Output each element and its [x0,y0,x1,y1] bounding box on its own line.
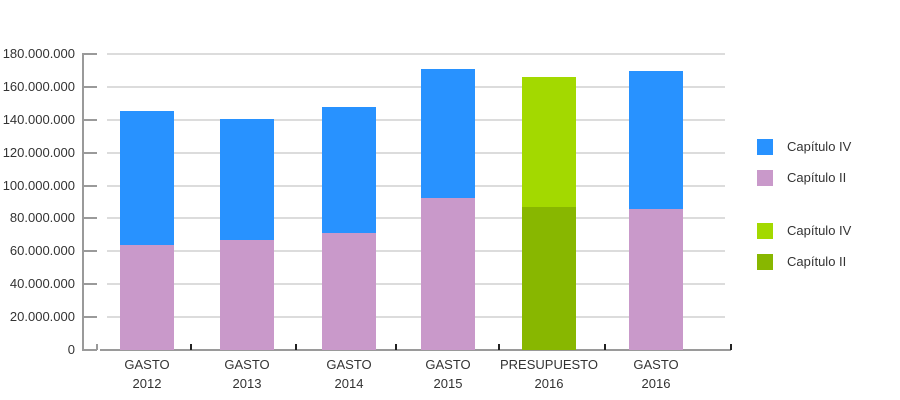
x-label-line2: 2016 [534,376,564,391]
bar-gasto-2016 [629,0,683,400]
x-tick-mark [395,344,397,350]
bar-segment-cap-tulo-iv [522,77,576,207]
bar-segment-cap-tulo-iv [322,107,376,233]
y-tick-label: 180.000.000 [2,46,75,61]
x-tick-mark [190,344,192,350]
x-label-line1: GASTO [124,357,170,372]
bar-segment-cap-tulo-iv [120,111,174,245]
bar-gasto-2012 [120,0,174,400]
bar-segment-cap-tulo-ii [522,207,576,350]
legend-label: Capítulo II [787,254,847,269]
x-category-label: GASTO 2014 [294,355,404,393]
x-label-line2: 2014 [334,376,364,391]
y-tick-mark [82,316,97,318]
x-category-label: GASTO 2016 [601,355,711,393]
legend-swatch-icon [757,223,773,239]
x-tick-mark [604,344,606,350]
gridline [107,316,725,318]
legend-swatch-icon [757,254,773,270]
legend-label: Capítulo II [787,170,847,185]
gridline [107,53,725,55]
gridline [107,250,725,252]
x-label-line2: 2016 [641,376,671,391]
y-tick-mark [82,53,97,55]
y-tick-mark [82,86,97,88]
gridline [107,152,725,154]
bar-segment-cap-tulo-iv [220,119,274,240]
bar-segment-cap-tulo-iv [629,71,683,209]
bar-gasto-2015 [421,0,475,400]
bar-segment-cap-tulo-iv [421,69,475,198]
y-tick-mark [82,152,97,154]
gridline [107,86,725,88]
x-tick-mark [295,344,297,350]
legend-label: Capítulo IV [787,223,852,238]
x-label-line2: 2013 [232,376,262,391]
gridline [107,283,725,285]
y-tick-label: 0 [67,342,75,357]
y-tick-label: 20.000.000 [9,309,75,324]
gridline [107,185,725,187]
x-category-label: GASTO 2015 [393,355,503,393]
y-tick-label: 120.000.000 [2,145,75,160]
bar-segment-cap-tulo-ii [629,209,683,350]
legend-swatch-icon [757,139,773,155]
gridline [107,119,725,121]
y-tick-mark [82,250,97,252]
y-tick-label: 40.000.000 [9,276,75,291]
bar-gasto-2013 [220,0,274,400]
x-tick-mark [730,344,732,350]
legend-label: Capítulo IV [787,139,852,154]
y-axis-foot-tick [96,344,98,350]
y-tick-mark [82,185,97,187]
bar-segment-cap-tulo-ii [421,198,475,350]
x-label-line1: GASTO [425,357,471,372]
y-tick-label: 140.000.000 [2,112,75,127]
y-tick-mark [82,217,97,219]
x-label-line2: 2012 [132,376,162,391]
y-tick-label: 100.000.000 [2,178,75,193]
bar-presupuesto-2016 [522,0,576,400]
x-label-line1: GASTO [633,357,679,372]
bar-segment-cap-tulo-ii [322,233,376,350]
y-tick-label: 80.000.000 [9,210,75,225]
x-label-line1: PRESUPUESTO [499,357,598,372]
x-axis-line [100,349,731,351]
y-axis-foot [82,349,97,351]
legend-swatch-icon [757,170,773,186]
bar-segment-cap-tulo-ii [120,245,174,350]
x-label-line1: GASTO [224,357,270,372]
x-label-line2: 2015 [433,376,463,391]
y-tick-mark [82,119,97,121]
x-category-label: GASTO 2013 [192,355,302,393]
y-axis-line [82,54,84,351]
y-tick-label: 60.000.000 [9,243,75,258]
bar-gasto-2014 [322,0,376,400]
x-tick-mark [498,344,500,350]
x-label-line1: GASTO [326,357,372,372]
gridline [107,217,725,219]
x-category-label: GASTO 2012 [92,355,202,393]
y-tick-mark [82,283,97,285]
y-tick-label: 160.000.000 [2,79,75,94]
x-category-label: PRESUPUESTO 2016 [494,355,604,393]
bar-segment-cap-tulo-ii [220,240,274,350]
